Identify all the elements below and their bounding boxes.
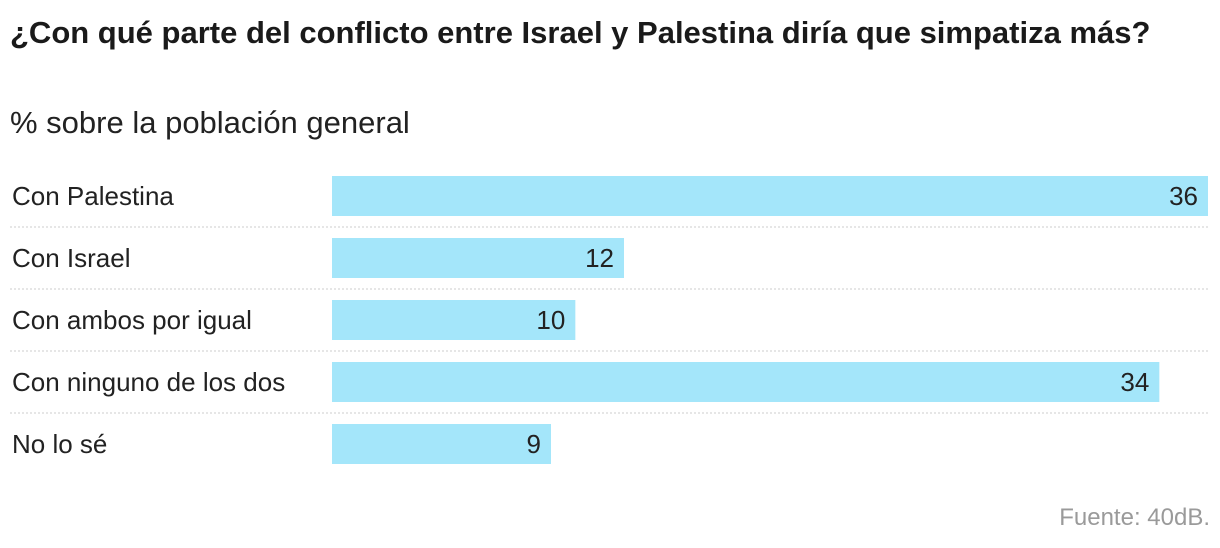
value-label: 9 [527, 429, 541, 459]
category-label: Con ambos por igual [12, 305, 252, 335]
bar [332, 176, 1208, 216]
category-label: Con Palestina [12, 181, 174, 211]
category-label: No lo sé [12, 429, 107, 459]
bar-chart: Con Palestina 36 Con Israel 12 Con ambos por… [10, 176, 1208, 464]
chart-subtitle: % sobre la población general [10, 105, 410, 140]
value-label: 12 [585, 243, 614, 273]
chart-title: ¿Con qué parte del conflicto entre Israe… [10, 15, 1151, 50]
bar [332, 424, 551, 464]
value-label: 34 [1120, 367, 1149, 397]
category-label: Con ninguno de los dos [12, 367, 285, 397]
bar [332, 300, 576, 340]
source-note: Fuente: 40dB. [1059, 504, 1210, 531]
value-label: 10 [536, 305, 565, 335]
category-label: Con Israel [12, 243, 131, 273]
bar [332, 238, 624, 278]
bar [332, 362, 1160, 402]
value-label: 36 [1169, 181, 1198, 211]
